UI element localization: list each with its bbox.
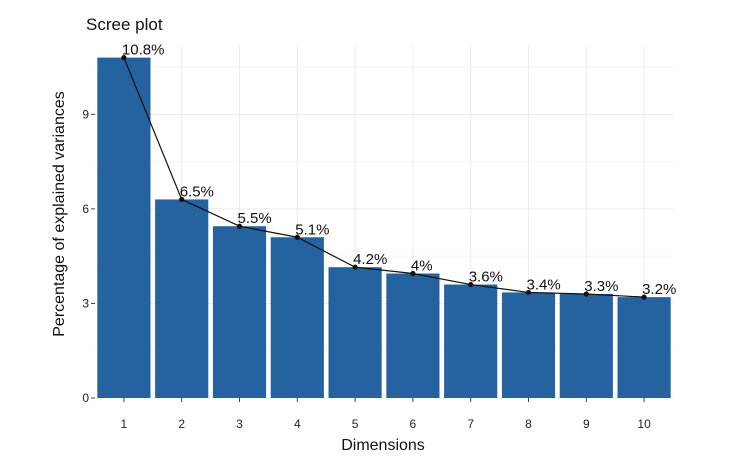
bar-dimension-9 [559,293,613,398]
data-label-10: 3.2% [642,281,676,298]
y-tick-label-0: 0 [82,391,89,405]
x-tick-label-4: 4 [294,417,301,431]
variance-point-1 [121,55,127,61]
variance-point-10 [641,294,647,300]
data-label-7: 3.6% [469,269,503,286]
variance-point-9 [583,291,589,297]
data-label-layer: 10.8% 6.5% 5.5% 5.1% 4.2% 4% 3.6% 3.4% 3.3% 3.2% [122,42,676,299]
variance-point-4 [294,234,300,240]
bar-dimension-7 [444,284,498,398]
variance-point-5 [352,264,358,270]
bar-dimension-5 [328,267,382,398]
y-tick-label-3: 3 [82,296,89,310]
bar-layer [97,57,671,398]
x-tick-label-6: 6 [410,417,417,431]
data-label-9: 3.3% [584,278,618,295]
variance-point-2 [179,196,185,203]
bar-dimension-10 [617,297,671,398]
data-label-2: 6.5% [180,183,214,200]
chart-title: Scree plot [86,15,163,34]
x-tick-label-9: 9 [583,417,590,431]
bar-dimension-3 [212,226,267,398]
variance-point-8 [525,289,532,296]
bar-dimension-2 [155,199,209,398]
x-tick-label-1: 1 [121,417,128,431]
bar-dimension-1 [97,57,151,398]
bar-dimension-4 [270,237,324,398]
data-label-8: 3.4% [527,276,561,293]
x-tick-label-7: 7 [467,417,474,431]
x-tick-label-3: 3 [236,417,243,431]
data-label-1: 10.8% [122,42,165,59]
data-label-5: 4.2% [353,251,387,268]
x-axis-title: Dimensions [341,437,425,454]
x-tick-label-5: 5 [352,417,359,431]
bar-dimension-8 [501,292,556,398]
data-label-3: 5.5% [238,210,272,227]
variance-point-7 [468,281,474,288]
data-label-4: 5.1% [295,221,329,238]
y-tick-label-6: 6 [82,202,89,216]
data-label-6: 4% [411,258,433,275]
y-axis-title: Percentage of explained variances [51,91,68,337]
variance-line [123,57,645,298]
x-tick-label-2: 2 [178,417,185,431]
variance-point-3 [236,223,243,229]
y-tick-label-9: 9 [82,107,89,121]
x-tick-label-8: 8 [525,417,532,431]
line-layer [121,55,647,300]
variance-point-6 [410,270,416,277]
bar-dimension-6 [386,273,440,398]
x-tick-label-10: 10 [637,417,651,431]
